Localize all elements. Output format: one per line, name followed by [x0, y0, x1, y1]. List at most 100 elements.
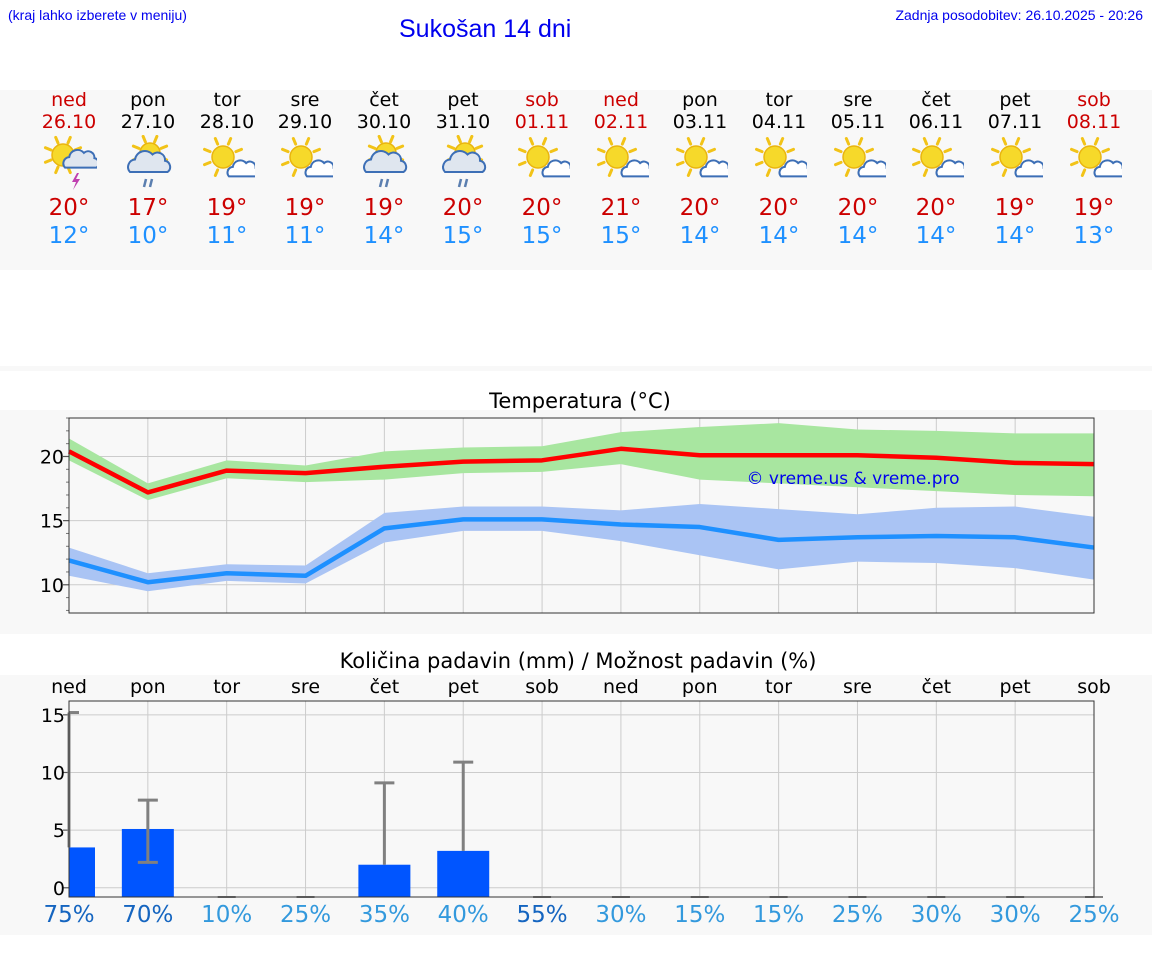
max-temp: 20°: [442, 195, 484, 221]
sun-cloud-thunder-icon: [43, 135, 97, 190]
day-column: ned 02.11 21° 15°: [582, 89, 660, 250]
max-temp: 20°: [915, 195, 957, 221]
day-date: 03.11: [672, 111, 728, 133]
day-column: ned 26.10 20° 12°: [30, 89, 108, 250]
max-temp: 20°: [48, 195, 90, 221]
max-temp-line: [67, 446, 1095, 495]
last-update: Zadnja posodobitev: 26.10.2025 - 20:26: [895, 7, 1143, 23]
precip-day-label: pet: [1000, 676, 1031, 698]
precip-day-label: pet: [448, 676, 479, 698]
day-column: pon 27.10 17° 10°: [109, 89, 187, 250]
precip-bar: [69, 847, 95, 897]
precip-day-label: ned: [603, 676, 639, 698]
precip-probability: 15%: [753, 902, 805, 928]
min-temp: 14°: [994, 223, 1036, 249]
precip-probability: 35%: [358, 902, 410, 928]
min-temp: 14°: [363, 223, 405, 249]
sun-small-cloud-icon: [912, 137, 964, 178]
sun-cloud-rain-icon: [363, 135, 408, 188]
day-name: ned: [603, 89, 639, 111]
precip-plot-frame: [68, 700, 1095, 898]
day-name: sre: [843, 89, 873, 111]
max-temp: 19°: [206, 195, 248, 221]
day-date: 05.11: [830, 111, 886, 133]
day-column: sre 05.11 20° 14°: [819, 89, 897, 250]
precip-probability: 70%: [122, 902, 174, 928]
day-date: 27.10: [120, 111, 176, 133]
precip-probability: 25%: [831, 902, 884, 928]
min-temp: 15°: [521, 223, 563, 249]
day-column: sob 08.11 19° 13°: [1055, 89, 1133, 250]
day-name: čet: [369, 89, 399, 111]
precip-probability: 25%: [1068, 902, 1120, 928]
precip-day-label: pon: [130, 676, 166, 698]
max-temp: 20°: [521, 195, 563, 221]
precip-day-label: tor: [765, 676, 792, 698]
temp-plot-frame: [68, 417, 1095, 614]
day-date: 26.10: [41, 111, 97, 133]
day-name: pon: [130, 89, 166, 111]
precip-day-label: sre: [291, 676, 320, 698]
precip-day-label: sre: [843, 676, 872, 698]
temp-ytick-label: 20: [40, 446, 64, 468]
day-date: 08.11: [1066, 111, 1122, 133]
min-temp: 11°: [284, 223, 326, 249]
sun-small-cloud-icon: [676, 137, 728, 178]
day-name: pet: [447, 89, 479, 111]
max-temp-band: [69, 423, 1094, 501]
max-temp: 20°: [837, 195, 879, 221]
day-date: 28.10: [199, 111, 255, 133]
min-temp: 15°: [600, 223, 642, 249]
day-name: pet: [999, 89, 1031, 111]
precip-day-label: čet: [370, 676, 400, 698]
day-column: sob 01.11 20° 15°: [503, 89, 581, 250]
min-temp-band: [69, 503, 1094, 592]
max-temp: 19°: [994, 195, 1036, 221]
day-name: sob: [1077, 89, 1111, 111]
precip-day-label: sob: [525, 676, 559, 698]
temp-ytick-label: 15: [40, 511, 64, 533]
min-temp: 11°: [206, 223, 248, 249]
sun-small-cloud-icon: [991, 137, 1043, 178]
max-temp: 19°: [363, 195, 405, 221]
max-temp: 20°: [758, 195, 800, 221]
day-column: pet 07.11 19° 14°: [976, 89, 1054, 250]
min-temp: 12°: [48, 223, 90, 249]
precip-day-label: ned: [51, 676, 87, 698]
precip-probability: 15%: [674, 902, 726, 928]
precip-bar: [358, 864, 411, 897]
day-name: čet: [921, 89, 951, 111]
precip-plot-area: [69, 701, 1094, 897]
max-temp: 19°: [1073, 195, 1115, 221]
max-temp: 20°: [679, 195, 721, 221]
location-hint: (kraj lahko izberete v meniju): [8, 7, 187, 23]
day-column: čet 06.11 20° 14°: [897, 89, 975, 250]
day-date: 04.11: [751, 111, 807, 133]
precip-chart-title: Količina padavin (mm) / Možnost padavin …: [340, 649, 817, 673]
day-date: 29.10: [277, 111, 333, 133]
day-date: 31.10: [435, 111, 491, 133]
temp-chart-title: Temperatura (°C): [488, 389, 671, 413]
min-temp: 14°: [915, 223, 957, 249]
day-date: 07.11: [987, 111, 1043, 133]
divider-band: [0, 366, 1152, 371]
precip-probability: 30%: [595, 902, 647, 928]
min-temp: 13°: [1073, 223, 1115, 249]
precip-ytick-label: 10: [41, 762, 65, 784]
precip-day-label: pon: [682, 676, 718, 698]
day-column: tor 28.10 19° 11°: [188, 89, 266, 250]
day-name: pon: [682, 89, 718, 111]
day-name: tor: [213, 89, 241, 111]
precip-probability: 40%: [437, 902, 489, 928]
precip-day-label: tor: [213, 676, 240, 698]
min-temp: 14°: [758, 223, 800, 249]
sun-small-cloud-icon: [597, 137, 649, 178]
day-name: sre: [290, 89, 320, 111]
sun-small-cloud-icon: [834, 137, 886, 178]
precip-probability: 30%: [989, 902, 1041, 928]
day-name: tor: [765, 89, 793, 111]
precip-ytick-label: 15: [41, 705, 65, 727]
precip-probability: 55%: [516, 902, 568, 928]
min-temp: 14°: [837, 223, 879, 249]
